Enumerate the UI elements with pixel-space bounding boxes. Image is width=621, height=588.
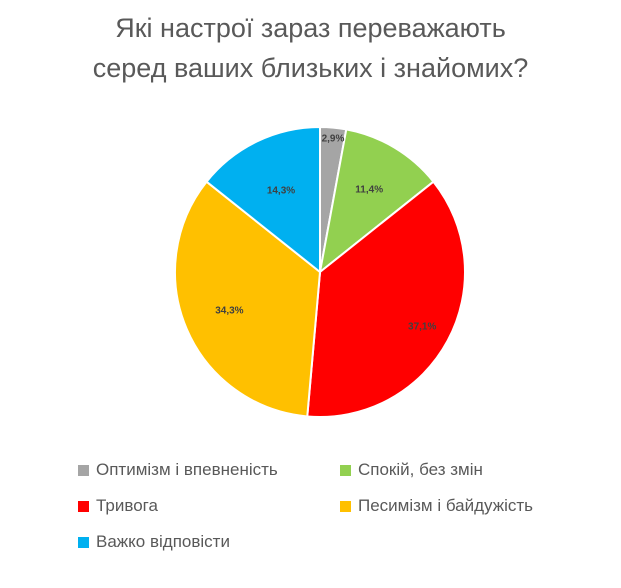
legend-item-anxiety: Тривога bbox=[78, 496, 340, 516]
data-label-optimism: 2,9% bbox=[322, 134, 345, 145]
legend-swatch bbox=[78, 464, 89, 476]
legend-label: Оптимізм і впевненість bbox=[96, 460, 278, 479]
legend-item-calm: Спокій, без змін bbox=[340, 460, 598, 480]
legend-label: Тривога bbox=[96, 496, 158, 515]
chart-title-line-1: Які настрої зараз переважають bbox=[115, 13, 506, 43]
pie-slice-calm bbox=[318, 128, 435, 275]
data-label-calm: 11,4% bbox=[355, 185, 383, 196]
chart-title-line-2: серед ваших близьких і знайомих? bbox=[92, 53, 529, 83]
legend-swatch bbox=[78, 536, 89, 548]
legend-item-hard-to-answer: Важко відповісти bbox=[78, 532, 340, 552]
pie-slice-anxiety bbox=[306, 180, 466, 418]
data-label-hard-to-answer: 14,3% bbox=[267, 186, 295, 197]
data-label-anxiety: 37,1% bbox=[408, 322, 436, 333]
legend-label: Песимізм і байдужість bbox=[358, 496, 534, 515]
legend-swatch bbox=[340, 464, 351, 476]
pie-slice-pessimism bbox=[174, 180, 322, 418]
pie-slice-hard-to-answer bbox=[205, 125, 321, 275]
legend-item-pessimism: Песимізм і байдужість bbox=[340, 496, 598, 516]
legend-label: Спокій, без змін bbox=[358, 460, 483, 479]
legend-item-optimism: Оптимізм і впевненість bbox=[78, 460, 340, 480]
legend-label: Важко відповісти bbox=[96, 532, 230, 551]
data-label-pessimism: 34,3% bbox=[215, 306, 243, 317]
chart-title: Які настрої зараз переважають серед ваши… bbox=[0, 8, 621, 88]
legend-swatch bbox=[340, 500, 351, 512]
legend-swatch bbox=[78, 500, 89, 512]
chart-legend: Оптимізм і впевненість Спокій, без змін Тр… bbox=[78, 460, 598, 552]
